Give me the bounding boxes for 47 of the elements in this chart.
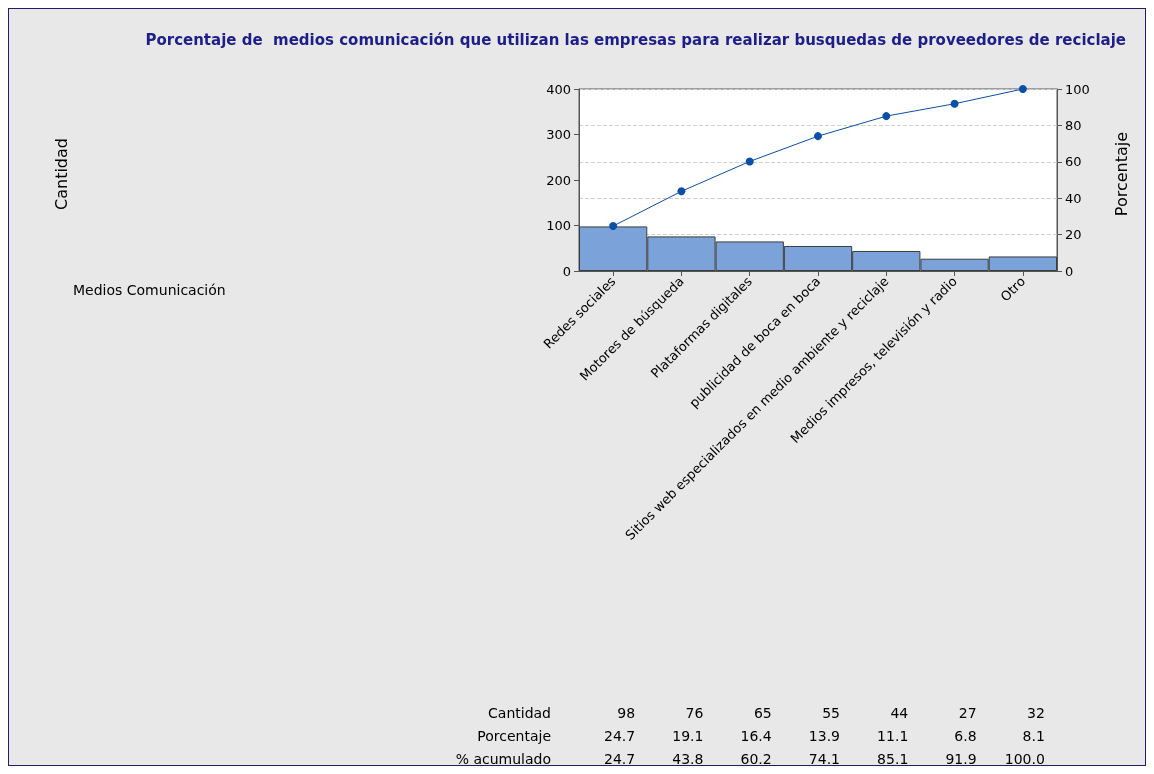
data-label: 60.2 xyxy=(740,751,772,767)
text: % acumulado xyxy=(455,751,551,767)
y2-tick-label: 20 xyxy=(1065,227,1082,243)
data-label: 32 xyxy=(1027,705,1045,721)
text: Cantidad xyxy=(51,138,71,210)
data-label: 91.9 xyxy=(945,751,977,767)
data-label: 76 xyxy=(685,705,704,721)
y2-tick-label: 100 xyxy=(1065,81,1090,97)
text: 19.1 xyxy=(672,728,704,744)
chart-title: Porcentaje de medios comunicación que utilizan las empresas para realizar busquedas de proveedores de reciclaje xyxy=(145,30,1127,49)
point xyxy=(677,187,686,196)
point xyxy=(745,157,754,166)
y-tick-label: 0 xyxy=(562,263,571,279)
data-label: 27 xyxy=(958,705,977,721)
point xyxy=(1018,85,1027,93)
text: 8.1 xyxy=(1022,728,1045,744)
data-label: 43.8 xyxy=(672,751,704,767)
data-label: 44 xyxy=(890,705,909,721)
text: 24.7 xyxy=(603,728,636,744)
y-tick-label: 400 xyxy=(546,81,571,97)
y-tick-label: 200 xyxy=(546,172,571,188)
y-tick-label: 300 xyxy=(546,127,571,142)
data-label: 74.1 xyxy=(808,751,840,767)
text: 11.1 xyxy=(877,728,909,744)
data-label: 85.1 xyxy=(877,751,909,767)
point xyxy=(950,99,959,108)
text: Cantidad xyxy=(488,705,551,721)
data-label: 100.0 xyxy=(1004,751,1045,767)
text: Porcentaje xyxy=(477,728,551,744)
data-label: 24.7 xyxy=(603,751,636,767)
data-label: 98 xyxy=(617,705,636,721)
point xyxy=(814,132,822,141)
text: 13.9 xyxy=(808,728,840,744)
y-tick-label: 100 xyxy=(546,218,571,233)
x-tick-label: Otro xyxy=(997,273,1029,305)
y2-tick-label: 80 xyxy=(1065,117,1082,133)
point xyxy=(609,222,618,231)
text: Medios Comunicación xyxy=(73,282,226,298)
point xyxy=(882,112,891,121)
text: 16.4 xyxy=(740,728,772,744)
y2-tick-label: 0 xyxy=(1065,263,1074,279)
y2-axis-title: Porcentaje xyxy=(1111,131,1131,217)
y2-tick-label: 60 xyxy=(1065,154,1082,170)
data-label: 65 xyxy=(753,705,772,721)
text: 6.8 xyxy=(954,728,977,744)
data-label: 55 xyxy=(822,705,840,721)
y2-tick-label: 40 xyxy=(1065,190,1082,206)
